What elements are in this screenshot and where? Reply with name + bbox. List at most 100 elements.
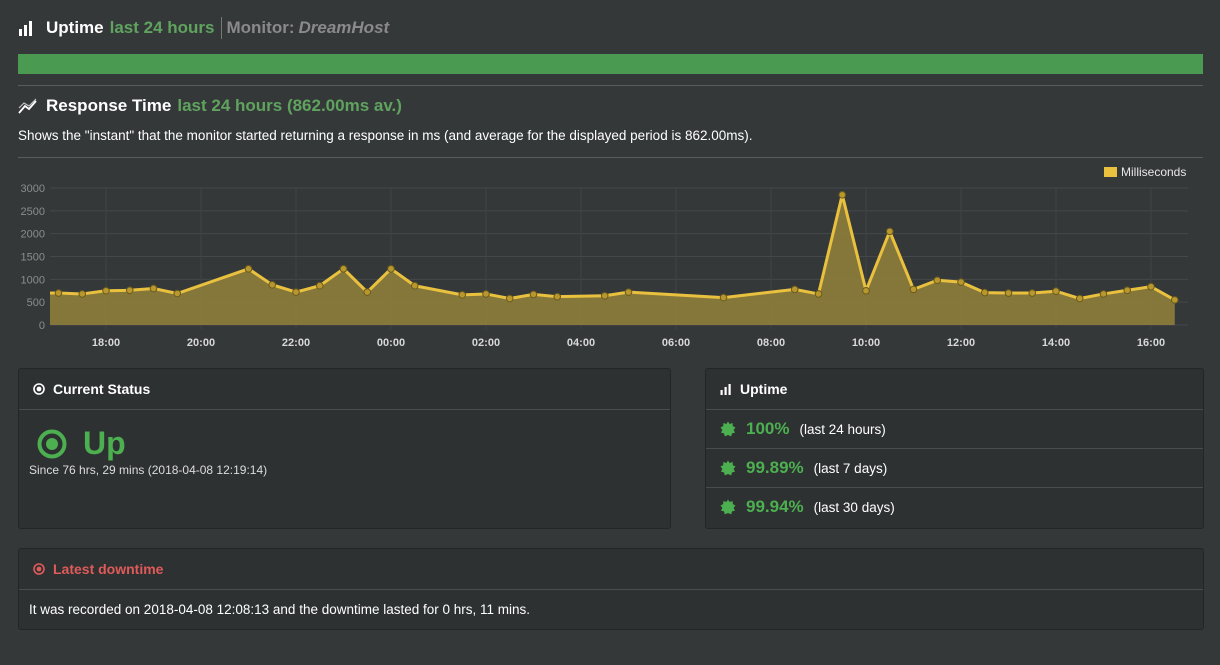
page-title: Uptime last 24 hours Monitor: DreamHost — [18, 16, 389, 40]
uptime-row-24h: 100% (last 24 hours) — [706, 410, 1203, 449]
uptime-row-7d: 99.89% (last 7 days) — [706, 449, 1203, 488]
x-tick-label: 02:00 — [472, 337, 500, 349]
data-point — [1170, 296, 1179, 304]
data-point — [458, 291, 467, 299]
y-tick-label: 1000 — [21, 274, 45, 286]
data-point — [1099, 290, 1108, 298]
y-tick-label: 0 — [39, 320, 45, 332]
x-tick-label: 00:00 — [377, 337, 405, 349]
uptime-period: (last 7 days) — [813, 460, 888, 476]
uptime-pct: 99.89% — [746, 458, 804, 477]
uptime-pct: 100% — [746, 419, 790, 438]
divider — [18, 157, 1203, 158]
data-point — [482, 290, 490, 298]
x-tick-label: 10:00 — [852, 337, 880, 349]
line-chart-icon — [18, 98, 37, 114]
title-divider — [220, 17, 222, 39]
legend-label: Milliseconds — [1121, 165, 1186, 179]
status-label: Up — [83, 425, 126, 461]
data-point — [719, 293, 728, 302]
data-point — [553, 292, 562, 301]
data-point — [125, 286, 134, 295]
dot-circle-icon — [33, 383, 45, 395]
dot-circle-icon — [33, 563, 45, 575]
data-point — [1004, 289, 1013, 297]
data-point — [1028, 289, 1037, 297]
data-point — [268, 281, 277, 289]
x-tick-label: 20:00 — [187, 337, 215, 349]
data-point — [529, 290, 538, 299]
latest-downtime-title: Latest downtime — [53, 561, 164, 577]
data-point — [173, 289, 182, 298]
uptime-row-30d: 99.94% (last 30 days) — [706, 488, 1203, 526]
y-tick-label: 2000 — [21, 229, 45, 241]
data-point — [54, 289, 63, 297]
response-time-label: Response Time — [46, 96, 172, 115]
current-status-header: Current Status — [19, 369, 670, 410]
bar-chart-icon — [720, 384, 731, 395]
uptime-panel-header: Uptime — [706, 369, 1203, 410]
x-tick-label: 08:00 — [757, 337, 785, 349]
x-tick-label: 18:00 — [92, 337, 120, 349]
dot-circle-icon — [37, 429, 67, 458]
x-tick-label: 22:00 — [282, 337, 310, 349]
data-point — [980, 288, 989, 297]
monitor-label: Monitor: — [226, 18, 295, 37]
certificate-icon — [720, 460, 736, 476]
data-point — [814, 290, 823, 298]
data-point — [624, 288, 633, 296]
certificate-icon — [720, 421, 736, 437]
bar-chart-icon — [19, 21, 32, 36]
uptime-bar — [18, 54, 1203, 74]
data-point — [363, 288, 372, 296]
title-period: last 24 hours — [109, 18, 215, 37]
data-point — [1075, 294, 1084, 303]
latest-downtime-text: It was recorded on 2018-04-08 12:08:13 a… — [29, 601, 531, 617]
data-point — [505, 294, 514, 303]
y-tick-label: 2500 — [21, 206, 45, 218]
data-point — [862, 286, 870, 295]
current-status-panel: Current Status Up Since 76 hrs, 29 mins … — [18, 368, 671, 529]
data-point — [339, 265, 348, 273]
uptime-panel-title: Uptime — [740, 381, 788, 397]
y-tick-label: 500 — [27, 297, 45, 309]
data-point — [790, 285, 799, 294]
title-uptime: Uptime — [46, 18, 104, 37]
monitor-name: DreamHost — [298, 18, 390, 37]
x-tick-label: 12:00 — [947, 337, 975, 349]
response-time-period: last 24 hours (862.00ms av.) — [177, 96, 402, 115]
series-line — [50, 193, 1176, 302]
data-point — [1052, 287, 1060, 296]
data-point — [933, 276, 942, 285]
data-point — [149, 284, 158, 293]
uptime-period: (last 24 hours) — [799, 421, 886, 437]
legend-swatch — [1104, 167, 1117, 177]
response-time-description: Shows the "instant" that the monitor sta… — [18, 128, 753, 143]
data-point — [885, 227, 894, 236]
data-point — [78, 290, 87, 298]
status-since: Since 76 hrs, 29 mins (2018-04-08 12:19:… — [29, 463, 268, 477]
data-point — [244, 265, 253, 273]
series-area — [50, 194, 1175, 325]
y-tick-label: 3000 — [21, 183, 45, 195]
data-point — [315, 281, 324, 290]
data-point — [410, 281, 419, 290]
x-tick-label: 04:00 — [567, 337, 595, 349]
divider — [18, 85, 1203, 86]
response-time-chart: 0 500 1000 1500 2000 2500 3000 18:00 20:00 22:00 0… — [0, 160, 1220, 355]
x-tick-label: 16:00 — [1137, 337, 1165, 349]
data-point — [1147, 282, 1155, 291]
y-tick-label: 1500 — [21, 252, 45, 264]
data-point — [838, 191, 847, 199]
current-status-title: Current Status — [53, 381, 151, 397]
latest-downtime-header: Latest downtime — [19, 549, 1203, 590]
x-tick-label: 06:00 — [662, 337, 690, 349]
data-point — [1123, 286, 1132, 295]
uptime-pct: 99.94% — [746, 497, 804, 516]
data-point — [600, 291, 609, 300]
data-point — [292, 288, 300, 296]
x-tick-label: 14:00 — [1042, 337, 1070, 349]
latest-downtime-panel: Latest downtime It was recorded on 2018-… — [18, 548, 1204, 630]
uptime-list: 100% (last 24 hours) 99.89% (last 7 days… — [706, 410, 1203, 526]
